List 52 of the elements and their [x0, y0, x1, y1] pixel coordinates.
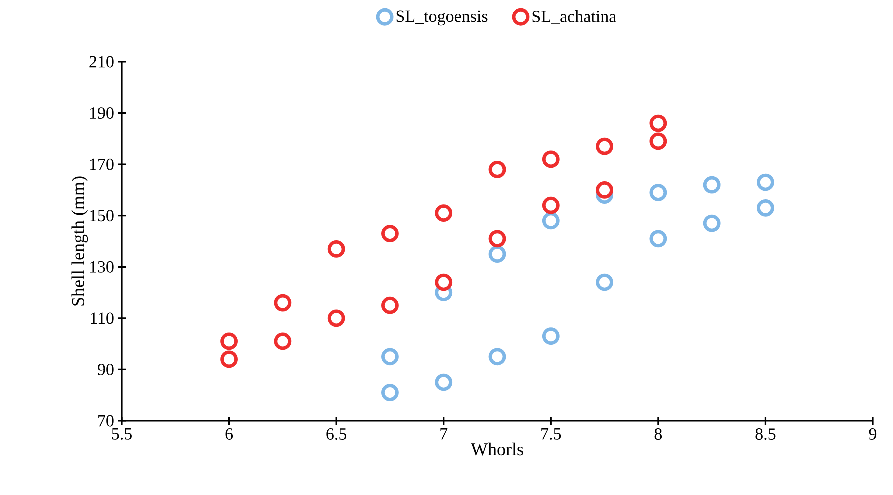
point [382, 296, 399, 314]
x-tick-label: 7 [440, 428, 448, 440]
point [274, 332, 292, 350]
point [542, 212, 560, 230]
point [650, 184, 668, 202]
y-tick-label: 190 [90, 108, 114, 120]
point [435, 274, 453, 292]
point [757, 174, 774, 192]
point [328, 310, 346, 328]
point [488, 160, 506, 178]
point [596, 274, 614, 292]
x-tick-label: 7.5 [542, 428, 562, 440]
point [703, 176, 721, 194]
y-tick-label: 150 [90, 210, 114, 222]
point [488, 246, 506, 264]
point [650, 132, 668, 150]
point [703, 214, 721, 232]
point [328, 240, 346, 258]
point [488, 230, 506, 248]
x-axis-title: Whorls [471, 442, 524, 456]
x-tick-label: 5.5 [112, 428, 132, 440]
y-tick-label: 110 [91, 312, 114, 324]
legend-label: SL_achatina [532, 10, 616, 24]
point [220, 332, 238, 350]
y-tick-label: 130 [90, 261, 114, 273]
point [650, 230, 668, 248]
legend-label: SL_togoensis [396, 10, 488, 26]
point [542, 196, 560, 214]
point [435, 374, 453, 392]
y-tick-label: 210 [90, 56, 114, 68]
point [596, 138, 614, 156]
point [488, 348, 506, 366]
point [220, 350, 238, 368]
point [274, 294, 292, 312]
y-axis-title: Shell length (mm) [72, 176, 88, 306]
point [650, 114, 668, 132]
point [435, 204, 453, 222]
y-tick-label: 70 [98, 415, 114, 427]
point [382, 348, 399, 366]
point [542, 328, 560, 346]
x-tick-label: 6 [226, 428, 234, 440]
point [757, 199, 774, 217]
point [542, 150, 560, 168]
x-tick-label: 9 [869, 428, 877, 440]
y-tick-label: 170 [90, 158, 114, 170]
point [382, 384, 399, 402]
point [596, 182, 614, 199]
y-tick-label: 90 [98, 364, 114, 376]
x-tick-label: 6.5 [326, 428, 347, 440]
x-tick-label: 8 [654, 428, 662, 440]
point [382, 225, 399, 242]
x-tick-label: 8.5 [756, 428, 776, 440]
